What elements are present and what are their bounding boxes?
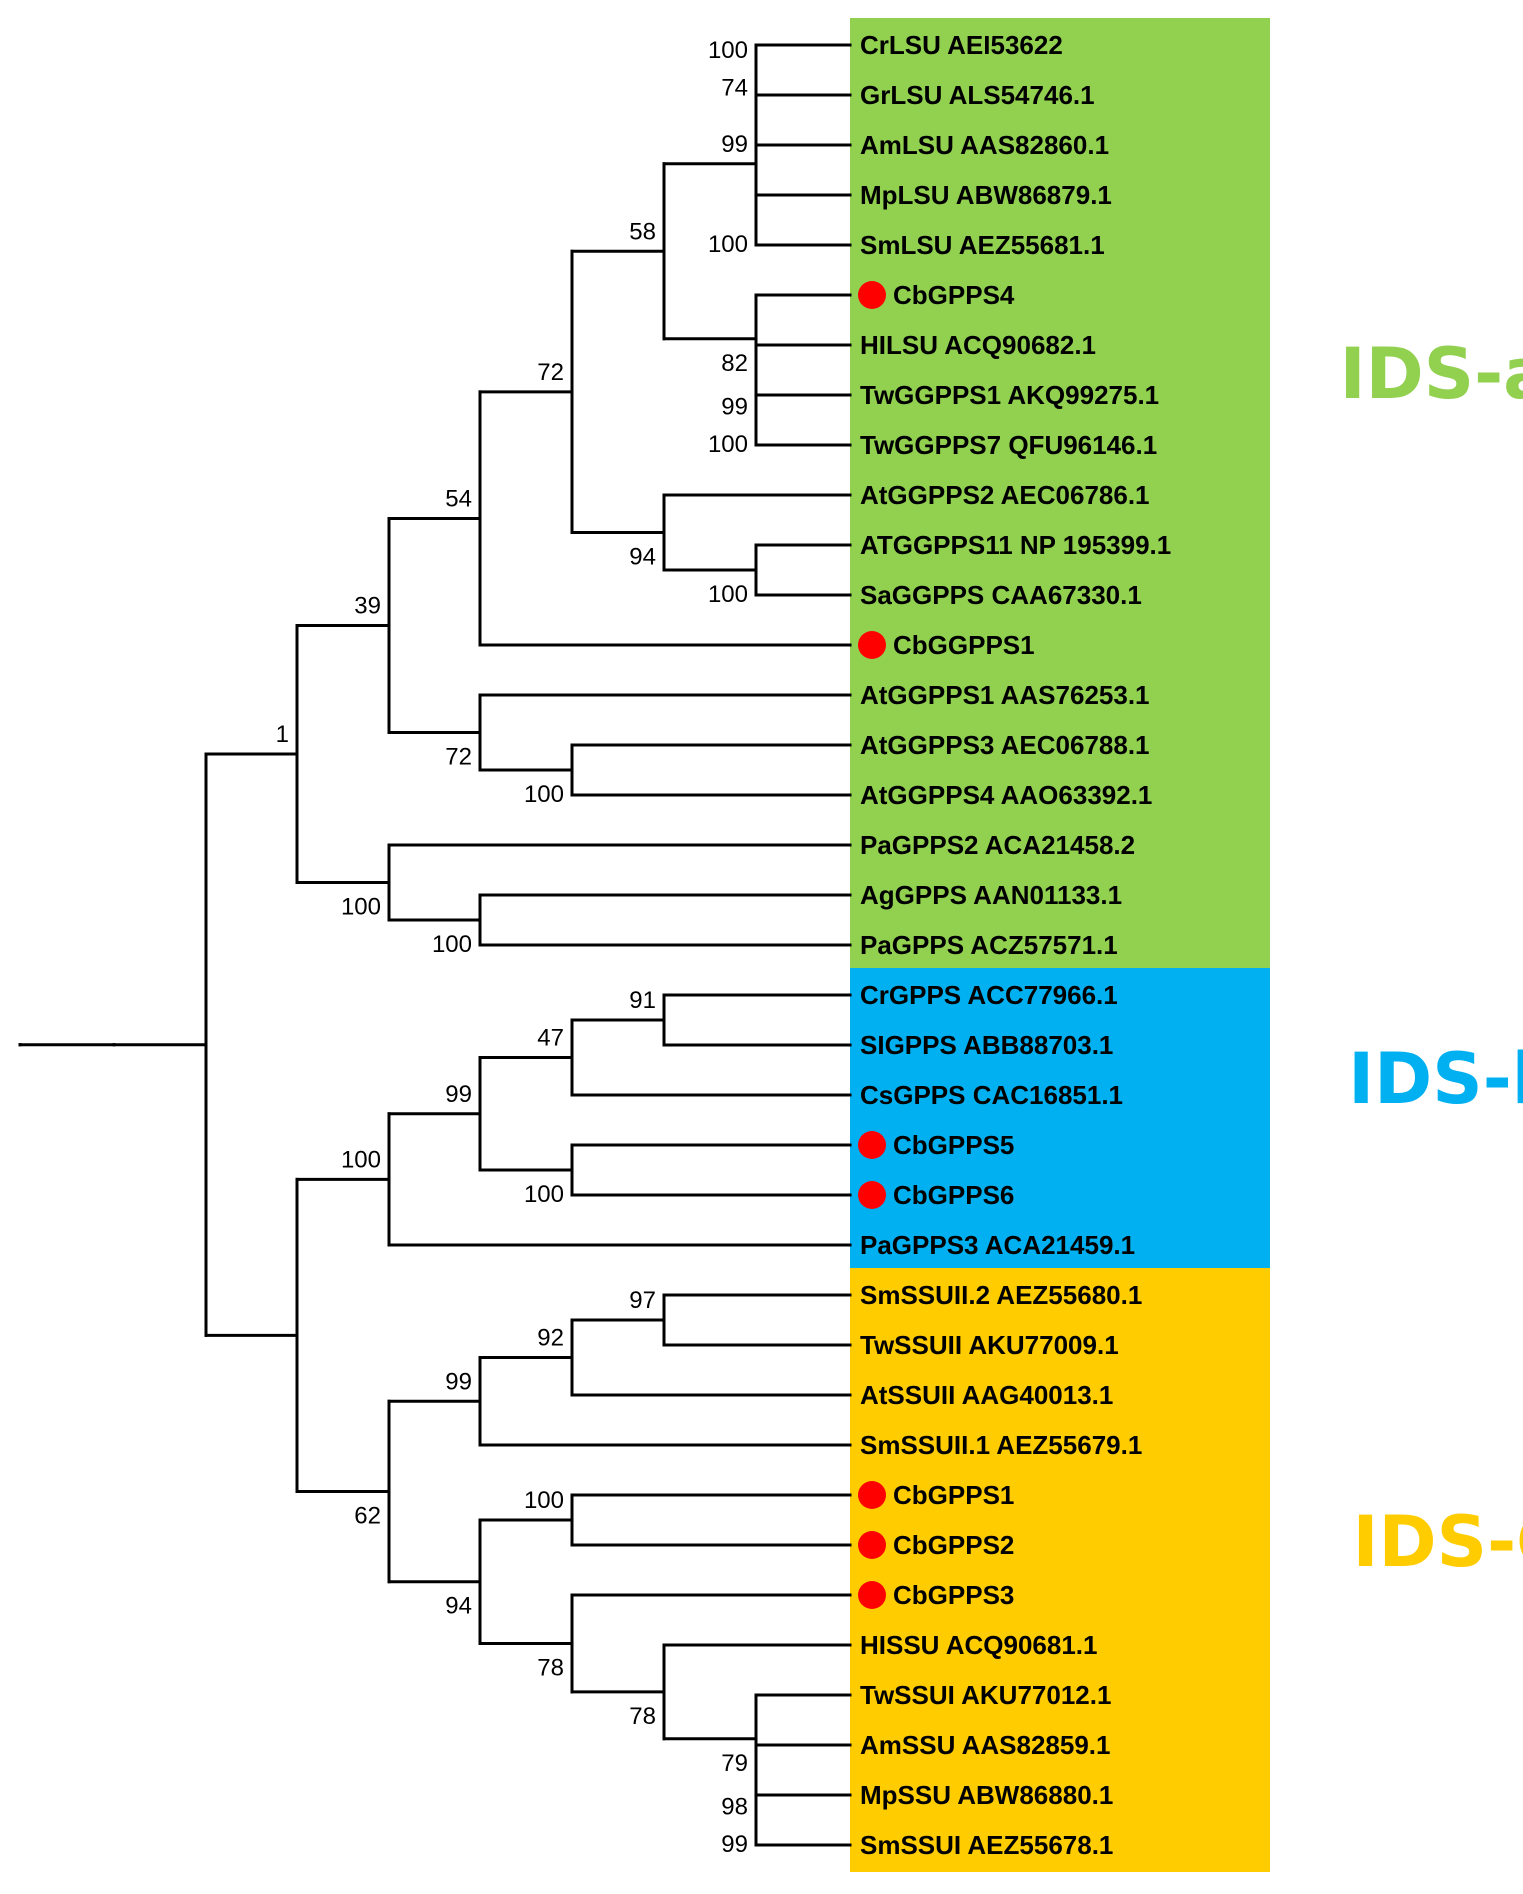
bootstrap-value: 100 bbox=[341, 1146, 381, 1173]
leaf-label: AtSSUII AAG40013.1 bbox=[860, 1380, 1113, 1410]
leaf-marker bbox=[858, 1131, 886, 1159]
leaf-label: HILSU ACQ90682.1 bbox=[860, 330, 1096, 360]
leaf-labels: CrLSU AEI53622 GrLSU ALS54746.1 AmLSU AAS8… bbox=[858, 30, 1171, 1860]
leaf-label: ATGGPPS11 NP 195399.1 bbox=[860, 530, 1171, 560]
bootstrap-value: 100 bbox=[524, 1181, 564, 1208]
leaf-label: SaGGPPS CAA67330.1 bbox=[860, 580, 1142, 610]
bootstrap-value: 1 bbox=[276, 721, 289, 748]
leaf-label: AtGGPPS1 AAS76253.1 bbox=[860, 680, 1150, 710]
bootstrap-value: 98 bbox=[721, 1794, 748, 1821]
tree-branches bbox=[18, 43, 852, 1847]
leaf-label: HISSU ACQ90681.1 bbox=[860, 1630, 1097, 1660]
clade-background-a bbox=[850, 18, 1270, 972]
clade-label-a: IDS-a bbox=[1340, 333, 1523, 415]
clade-labels: IDS-a IDS-b IDS-C bbox=[1340, 333, 1523, 1583]
leaf-label: PaGPPS3 ACA21459.1 bbox=[860, 1230, 1135, 1260]
bootstrap-value: 54 bbox=[445, 485, 472, 512]
leaf-label: TwGGPPS7 QFU96146.1 bbox=[860, 430, 1157, 460]
leaf-marker bbox=[858, 1581, 886, 1609]
leaf-label: CbGPPS1 bbox=[893, 1480, 1014, 1510]
bootstrap-values: 100 74 100 99 100 99 82 58 100 94 72 54 100 72 39 100 10… bbox=[276, 37, 748, 1858]
leaf-label: PaGPPS2 ACA21458.2 bbox=[860, 830, 1135, 860]
bootstrap-value: 99 bbox=[721, 1831, 748, 1858]
leaf-marker bbox=[858, 281, 886, 309]
leaf-label: SmSSUII.1 AEZ55679.1 bbox=[860, 1430, 1142, 1460]
bootstrap-value: 62 bbox=[354, 1502, 381, 1529]
bootstrap-value: 78 bbox=[629, 1703, 656, 1730]
clade-label-c: IDS-C bbox=[1353, 1501, 1523, 1583]
bootstrap-value: 100 bbox=[524, 781, 564, 808]
leaf-label: SmSSUI AEZ55678.1 bbox=[860, 1830, 1113, 1860]
leaf-label: AmSSU AAS82859.1 bbox=[860, 1730, 1111, 1760]
leaf-label: CbGPPS2 bbox=[893, 1530, 1014, 1560]
bootstrap-value: 94 bbox=[629, 544, 656, 571]
leaf-marker bbox=[858, 1531, 886, 1559]
leaf-label: CbGGPPS1 bbox=[893, 630, 1035, 660]
bootstrap-value: 94 bbox=[445, 1593, 472, 1620]
bootstrap-value: 82 bbox=[721, 350, 748, 377]
leaf-label: CbGPPS5 bbox=[893, 1130, 1014, 1160]
bootstrap-value: 99 bbox=[445, 1081, 472, 1108]
clade-background-c bbox=[850, 1268, 1270, 1872]
bootstrap-value: 92 bbox=[537, 1325, 564, 1352]
leaf-label: GrLSU ALS54746.1 bbox=[860, 80, 1095, 110]
leaf-marker bbox=[858, 1181, 886, 1209]
leaf-label: TwGGPPS1 AKQ99275.1 bbox=[860, 380, 1159, 410]
bootstrap-value: 100 bbox=[432, 931, 472, 958]
bootstrap-value: 100 bbox=[524, 1487, 564, 1514]
leaf-marker bbox=[858, 631, 886, 659]
leaf-label: SIGPPS ABB88703.1 bbox=[860, 1030, 1113, 1060]
bootstrap-value: 100 bbox=[708, 431, 748, 458]
bootstrap-value: 39 bbox=[354, 592, 381, 619]
bootstrap-value: 47 bbox=[537, 1025, 564, 1052]
bootstrap-value: 74 bbox=[721, 75, 748, 102]
bootstrap-value: 79 bbox=[721, 1750, 748, 1777]
leaf-label: AtGGPPS3 AEC06788.1 bbox=[860, 730, 1150, 760]
leaf-label: CbGPPS6 bbox=[893, 1180, 1014, 1210]
leaf-label: PaGPPS ACZ57571.1 bbox=[860, 930, 1118, 960]
bootstrap-value: 99 bbox=[445, 1368, 472, 1395]
leaf-label: AmLSU AAS82860.1 bbox=[860, 130, 1109, 160]
bootstrap-value: 97 bbox=[629, 1287, 656, 1314]
bootstrap-value: 100 bbox=[341, 894, 381, 921]
leaf-label: CrGPPS ACC77966.1 bbox=[860, 980, 1118, 1010]
leaf-marker bbox=[858, 1481, 886, 1509]
bootstrap-value: 99 bbox=[721, 131, 748, 158]
leaf-label: MpSSU ABW86880.1 bbox=[860, 1780, 1113, 1810]
bootstrap-value: 91 bbox=[629, 987, 656, 1014]
bootstrap-value: 72 bbox=[537, 359, 564, 386]
leaf-label: SmSSUII.2 AEZ55680.1 bbox=[860, 1280, 1142, 1310]
leaf-label: CrLSU AEI53622 bbox=[860, 30, 1063, 60]
bootstrap-value: 99 bbox=[721, 394, 748, 421]
bootstrap-value: 78 bbox=[537, 1654, 564, 1681]
leaf-label: SmLSU AEZ55681.1 bbox=[860, 230, 1105, 260]
bootstrap-value: 72 bbox=[445, 744, 472, 771]
bootstrap-value: 58 bbox=[629, 218, 656, 245]
bootstrap-value: 100 bbox=[708, 581, 748, 608]
bootstrap-value: 100 bbox=[708, 37, 748, 64]
leaf-label: MpLSU ABW86879.1 bbox=[860, 180, 1112, 210]
leaf-label: CbGPPS3 bbox=[893, 1580, 1014, 1610]
leaf-label: CsGPPS CAC16851.1 bbox=[860, 1080, 1123, 1110]
leaf-label: TwSSUI AKU77012.1 bbox=[860, 1680, 1111, 1710]
leaf-label: AgGPPS AAN01133.1 bbox=[860, 880, 1122, 910]
leaf-label: CbGPPS4 bbox=[893, 280, 1015, 310]
clade-label-b: IDS-b bbox=[1348, 1038, 1523, 1120]
clade-background-b bbox=[850, 968, 1270, 1272]
bootstrap-value: 100 bbox=[708, 231, 748, 258]
leaf-label: AtGGPPS4 AAO63392.1 bbox=[860, 780, 1152, 810]
leaf-label: AtGGPPS2 AEC06786.1 bbox=[860, 480, 1150, 510]
clade-backgrounds bbox=[850, 18, 1270, 1872]
leaf-label: TwSSUII AKU77009.1 bbox=[860, 1330, 1119, 1360]
